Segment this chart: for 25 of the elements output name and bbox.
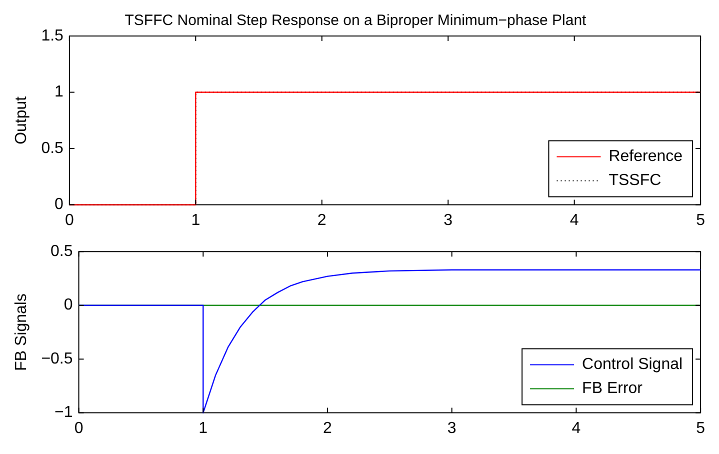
y-tick-label: 0: [64, 296, 73, 314]
y-tick-label: 0: [54, 196, 64, 214]
y-tick-label: 0.5: [41, 140, 64, 157]
y-axis-title: Output: [13, 96, 30, 144]
x-tick-label: 2: [317, 212, 326, 229]
x-tick-label: 5: [696, 420, 706, 437]
y-tick-label: 1: [54, 84, 64, 101]
x-tick-label: 1: [198, 420, 208, 437]
x-tick-label: 4: [570, 212, 579, 229]
y-tick-label: −1: [54, 404, 73, 422]
legend-label: Reference: [608, 148, 683, 166]
x-tick-label: 1: [191, 212, 200, 229]
x-tick-label: 2: [323, 420, 332, 437]
legend-label: Control Signal: [582, 356, 683, 374]
y-axis-title: FB Signals: [13, 294, 30, 371]
x-tick-label: 3: [444, 212, 453, 229]
y-tick-label: 1.5: [41, 27, 64, 44]
x-tick-label: 5: [696, 212, 706, 229]
x-tick-label: 4: [572, 420, 581, 437]
legend-label: FB Error: [582, 380, 644, 398]
x-tick-label: 3: [447, 420, 456, 437]
y-tick-label: 0.5: [50, 243, 73, 260]
y-tick-label: −0.5: [41, 350, 73, 368]
legend-label: TSSFC: [608, 172, 662, 190]
chart-title: TSFFC Nominal Step Response on a Biproper Minimum−phase Plant: [124, 12, 588, 30]
